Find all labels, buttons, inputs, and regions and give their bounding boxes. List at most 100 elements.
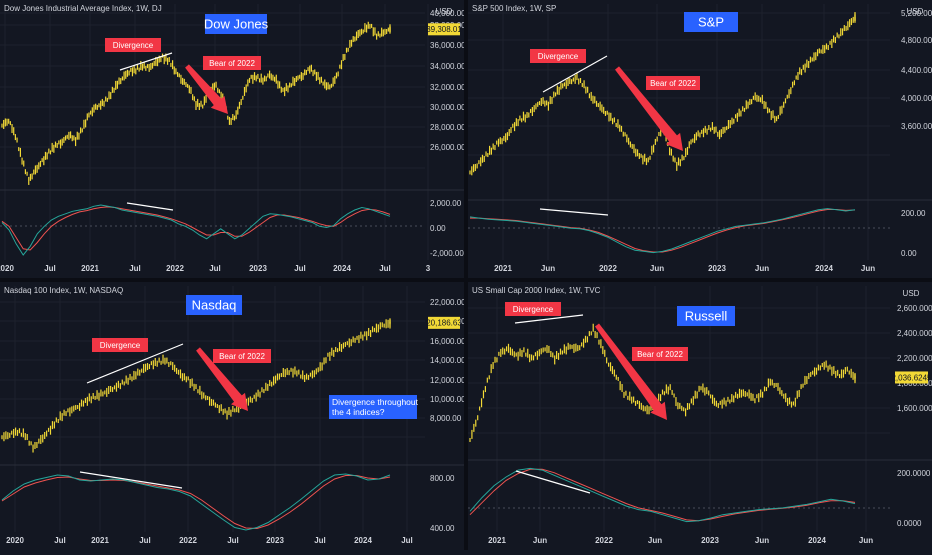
bear-label-bg bbox=[632, 347, 688, 361]
y-tick-label: 36,000.00 bbox=[430, 41, 466, 50]
bear-arrow bbox=[615, 66, 683, 151]
chart-panel-russell: US Small Cap 2000 Index, 1W, TVC USD 2,600… bbox=[468, 282, 932, 550]
divergence-label: Divergence bbox=[530, 49, 586, 63]
x-tick-label: Jul bbox=[294, 264, 306, 273]
note-text: the 4 indices? bbox=[332, 407, 385, 417]
osc-tick-label: 200.00 bbox=[901, 209, 926, 218]
x-tick-label: Jul bbox=[54, 536, 66, 545]
oscillator-main-line bbox=[469, 208, 856, 254]
bear-arrow-shape bbox=[185, 64, 228, 114]
x-tick-label: 3 bbox=[426, 264, 431, 273]
osc-tick-label: 2,000.00 bbox=[430, 199, 462, 208]
price-trendline bbox=[514, 314, 584, 324]
y-tick-label: 4,000.00 bbox=[901, 94, 932, 103]
bear-label-text: Bear of 2022 bbox=[637, 350, 683, 359]
bear-label: Bear of 2022 bbox=[632, 347, 688, 361]
price-series bbox=[1, 21, 391, 185]
oscillator-signal-line bbox=[1, 206, 391, 251]
index-title-box: Russell bbox=[677, 306, 735, 326]
x-tick-label: 2024 bbox=[815, 264, 833, 273]
y-tick-label: 4,800.00 bbox=[901, 36, 932, 45]
x-tick-label: Jun bbox=[648, 536, 662, 545]
x-tick-label: Jul bbox=[44, 264, 56, 273]
chart-panel-nasdaq: Nasdaq 100 Index, 1W, NASDAQ22,000.0018,… bbox=[0, 282, 466, 550]
osc-tick-label: 200.0000 bbox=[897, 469, 931, 478]
panel-background bbox=[468, 282, 932, 550]
bear-label-text: Bear of 2022 bbox=[219, 352, 265, 361]
x-tick-label: Jul bbox=[314, 536, 326, 545]
horizontal-divider[interactable] bbox=[0, 278, 932, 282]
osc-tick-label: 800.00 bbox=[430, 474, 455, 483]
y-tick-label: 5,200.00 bbox=[901, 9, 932, 18]
x-tick-label: 2021 bbox=[91, 536, 109, 545]
divergence-label-text: Divergence bbox=[100, 341, 141, 350]
y-tick-label: 1,600.0000 bbox=[897, 404, 932, 413]
price-trendline bbox=[542, 55, 608, 93]
divergence-label-bg bbox=[105, 38, 161, 52]
x-tick-label: Jun bbox=[541, 264, 555, 273]
bear-arrow bbox=[196, 347, 248, 411]
vertical-divider[interactable] bbox=[464, 0, 468, 550]
x-tick-label: 2024 bbox=[333, 264, 351, 273]
index-title-box-bg bbox=[677, 306, 735, 326]
current-price-badge: 2,036.6245 bbox=[891, 371, 932, 384]
y-tick-label: 28,000.00 bbox=[430, 123, 466, 132]
panel-background bbox=[468, 0, 932, 278]
y-tick-label: 3,600.00 bbox=[901, 122, 932, 131]
y-tick-label: 22,000.00 bbox=[430, 298, 466, 307]
x-tick-label: Jun bbox=[861, 264, 875, 273]
current-price-badge-bg bbox=[895, 371, 928, 384]
chart-header: S&P 500 Index, 1W, SP bbox=[472, 4, 556, 13]
index-title-box-text: S&P bbox=[698, 15, 724, 30]
currency-label: USD bbox=[896, 286, 926, 300]
x-tick-label: Jun bbox=[755, 536, 769, 545]
currency-label-text: USD bbox=[903, 289, 920, 298]
oscillator-trendline bbox=[126, 202, 174, 211]
y-tick-label: 2,600.0000 bbox=[897, 304, 932, 313]
x-tick-label: Jun bbox=[755, 264, 769, 273]
x-tick-label: Jul bbox=[139, 536, 151, 545]
bear-label-text: Bear of 2022 bbox=[650, 79, 696, 88]
divergence-label-bg bbox=[530, 49, 586, 63]
oscillator-signal-line bbox=[1, 475, 391, 530]
x-tick-label: Jul bbox=[227, 536, 239, 545]
index-title-box-bg bbox=[186, 295, 242, 315]
x-tick-label: 2024 bbox=[808, 536, 826, 545]
osc-tick-label: 0.00 bbox=[430, 224, 446, 233]
y-tick-label: 16,000.00 bbox=[430, 337, 466, 346]
chart-header: Nasdaq 100 Index, 1W, NASDAQ bbox=[4, 286, 123, 295]
bear-label-bg bbox=[646, 76, 700, 90]
osc-tick-label: 0.0000 bbox=[897, 519, 922, 528]
current-price-badge-text: 20,186.63 bbox=[426, 319, 462, 328]
bear-arrow bbox=[595, 323, 667, 420]
divergence-label-text: Divergence bbox=[513, 305, 554, 314]
currency-label-bg bbox=[900, 4, 930, 18]
current-price-badge: 39,308.01 bbox=[426, 23, 462, 36]
y-tick-label: 1,800.0000 bbox=[897, 379, 932, 388]
index-title-box-text: Nasdaq bbox=[192, 298, 237, 313]
oscillator-trendline bbox=[539, 208, 609, 216]
index-title-box: Nasdaq bbox=[186, 295, 242, 315]
osc-tick-label: 400.00 bbox=[430, 524, 455, 533]
y-tick-label: 34,000.00 bbox=[430, 62, 466, 71]
currency-label: USD bbox=[900, 4, 930, 18]
x-tick-label: Jun bbox=[859, 536, 873, 545]
bear-arrow bbox=[185, 64, 228, 114]
current-price-badge-bg bbox=[428, 23, 460, 36]
x-tick-label: Jul bbox=[209, 264, 221, 273]
oscillator-main-line bbox=[1, 473, 391, 531]
currency-label-text: USD bbox=[436, 7, 453, 16]
y-tick-label: 8,000.00 bbox=[430, 414, 462, 423]
currency-label-text: USD bbox=[907, 7, 924, 16]
currency-label: USD bbox=[429, 4, 459, 18]
x-tick-label: 2022 bbox=[599, 264, 617, 273]
divergence-label-text: Divergence bbox=[113, 41, 154, 50]
price-trendline bbox=[86, 343, 184, 384]
chart-header: Dow Jones Industrial Average Index, 1W, … bbox=[4, 4, 162, 13]
current-price-badge-text: 2,036.6245 bbox=[891, 373, 932, 382]
oscillator-trendline bbox=[515, 470, 591, 494]
divergence-label-text: Divergence bbox=[538, 52, 579, 61]
